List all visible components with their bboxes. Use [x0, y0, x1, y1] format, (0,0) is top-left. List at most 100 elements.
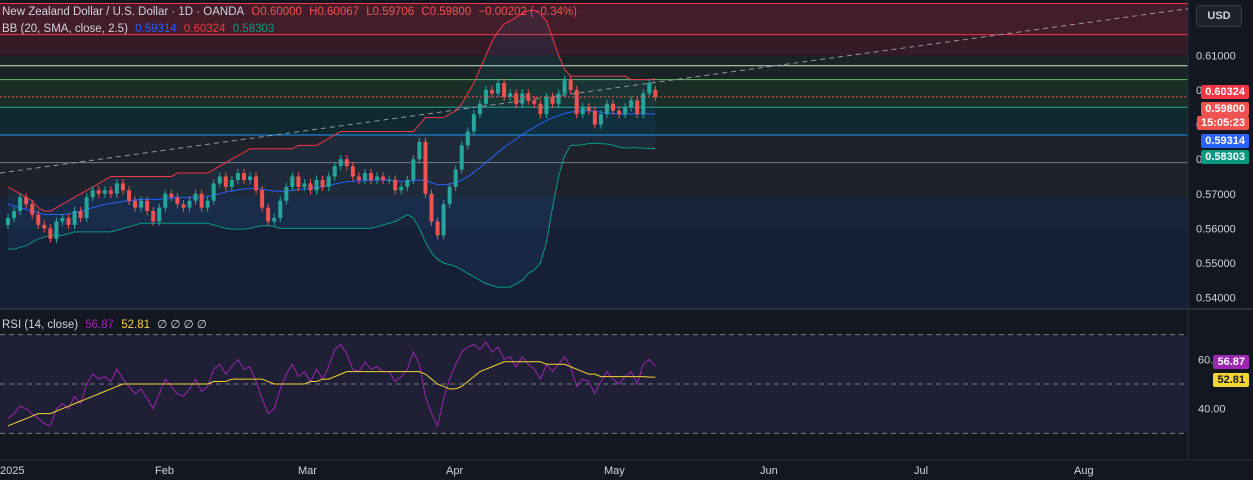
candle-body: [320, 179, 325, 187]
candle-body: [78, 211, 83, 219]
candle-body: [604, 103, 609, 115]
symbol-title[interactable]: New Zealand Dollar / U.S. Dollar · 1D · …: [2, 6, 245, 18]
high-value: H0.60067: [309, 6, 360, 18]
candle-body: [653, 89, 658, 97]
time-tick-label: Mar: [298, 465, 317, 477]
time-tick-label: Apr: [446, 465, 463, 477]
candle-body: [120, 183, 125, 191]
candle-body: [538, 103, 543, 115]
time-tick-label: Aug: [1074, 465, 1094, 477]
candle-body: [514, 93, 519, 104]
candle-body: [326, 176, 331, 187]
candle-body: [18, 197, 23, 212]
rsi-ma-tag: 52.81: [1213, 373, 1249, 387]
candle-body: [635, 100, 640, 115]
candle-body: [350, 166, 355, 177]
price-tick-label: 0.55000: [1196, 258, 1236, 270]
candle-body: [127, 190, 131, 201]
rsi-ma-value: 52.81: [121, 319, 151, 331]
candle-body: [441, 204, 446, 236]
candle-body: [114, 183, 119, 194]
candle-body: [459, 145, 464, 170]
candle-body: [447, 186, 452, 205]
candle-body: [647, 83, 652, 94]
candle-body: [90, 190, 95, 198]
candle-body: [169, 193, 174, 198]
zone-band: [0, 162, 1188, 198]
price-tag-basis: 0.59314: [1201, 134, 1249, 148]
candle-body: [12, 211, 17, 219]
price-tag-last: 0.59800: [1201, 102, 1249, 116]
bb-lower-line: [8, 142, 656, 288]
candle-body: [278, 200, 283, 219]
candle-body: [362, 173, 367, 180]
rsi-value: 56.87: [85, 319, 115, 331]
candle-body: [550, 96, 555, 104]
time-tick-label: Jul: [914, 465, 928, 477]
candle-body: [338, 159, 343, 167]
candle-body: [199, 193, 204, 208]
candle-body: [598, 114, 603, 125]
candle-body: [290, 176, 295, 187]
candle-body: [54, 221, 59, 239]
candle-body: [193, 193, 198, 201]
candle-body: [211, 183, 216, 201]
price-tick-label: 0.54000: [1196, 293, 1236, 305]
candle-body: [580, 107, 585, 115]
candle-body: [157, 207, 162, 222]
candle-body: [229, 179, 234, 187]
rsi-extra-values: ∅ ∅ ∅ ∅: [157, 319, 207, 331]
candle-body: [66, 218, 71, 225]
trend-line: [0, 8, 1189, 174]
candle-body: [375, 176, 380, 180]
price-tag-countdown: 15:05:23: [1196, 116, 1249, 130]
candle-body: [187, 200, 192, 208]
candle-body: [641, 93, 646, 115]
low-value: L0.59706: [366, 6, 415, 18]
candle-body: [502, 83, 507, 97]
candle-body: [465, 131, 470, 146]
candle-body: [42, 224, 47, 229]
rsi-name[interactable]: RSI (14, close): [2, 319, 79, 331]
zone-band: [0, 3, 1188, 35]
candle-body: [562, 79, 567, 94]
zone-band: [0, 134, 1188, 163]
candle-body: [6, 218, 10, 225]
bb-upper-value: 0.60324: [183, 23, 226, 35]
price-tick-label: 0.57000: [1196, 189, 1236, 201]
rsi-legend: RSI (14, close) 56.87 52.81 ∅ ∅ ∅ ∅: [2, 318, 211, 332]
bb-name[interactable]: BB (20, SMA, close, 2.5): [2, 23, 128, 35]
symbol-legend: New Zealand Dollar / U.S. Dollar · 1D · …: [2, 5, 581, 19]
candle-body: [623, 107, 628, 115]
open-value: O0.60000: [251, 6, 302, 18]
currency-button[interactable]: USD: [1196, 5, 1242, 27]
candle-body: [411, 159, 416, 180]
candle-body: [175, 197, 180, 205]
candle-body: [235, 173, 240, 180]
candle-body: [496, 83, 501, 94]
candle-body: [60, 218, 65, 222]
time-tick-label: May: [604, 465, 625, 477]
candle-body: [133, 200, 138, 208]
candle-body: [356, 176, 361, 180]
bb-legend: BB (20, SMA, close, 2.5) 0.59314 0.60324…: [2, 22, 278, 36]
candle-body: [260, 190, 265, 208]
bb-basis-value: 0.59314: [135, 23, 177, 35]
candle-body: [163, 193, 168, 208]
candle-body: [611, 103, 615, 111]
candle-body: [477, 103, 482, 115]
candle-body: [145, 200, 150, 212]
candle-body: [532, 100, 537, 104]
candle-body: [302, 183, 307, 187]
candle-body: [139, 200, 144, 208]
close-value: C0.59800: [421, 6, 472, 18]
candle-body: [453, 169, 458, 187]
rsi-tick-label: 40.00: [1198, 404, 1226, 416]
candle-body: [568, 79, 573, 90]
candle-body: [544, 96, 549, 115]
candle-body: [205, 200, 210, 208]
zone-band: [0, 79, 1188, 108]
candle-body: [520, 93, 525, 104]
candle-body: [556, 93, 561, 104]
